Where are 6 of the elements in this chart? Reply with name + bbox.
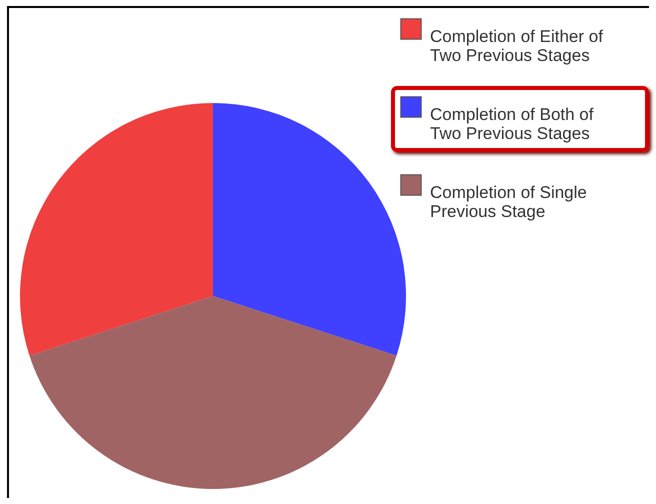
- pie-slice: [213, 103, 406, 356]
- legend-label: Completion of Either of Two Previous Stages: [430, 27, 604, 65]
- legend-label: Completion of Both of Two Previous Stages: [430, 105, 594, 143]
- pie-slice: [29, 296, 397, 489]
- pie-slice: [20, 103, 213, 356]
- legend-label: Completion of Single Previous Stage: [430, 183, 587, 221]
